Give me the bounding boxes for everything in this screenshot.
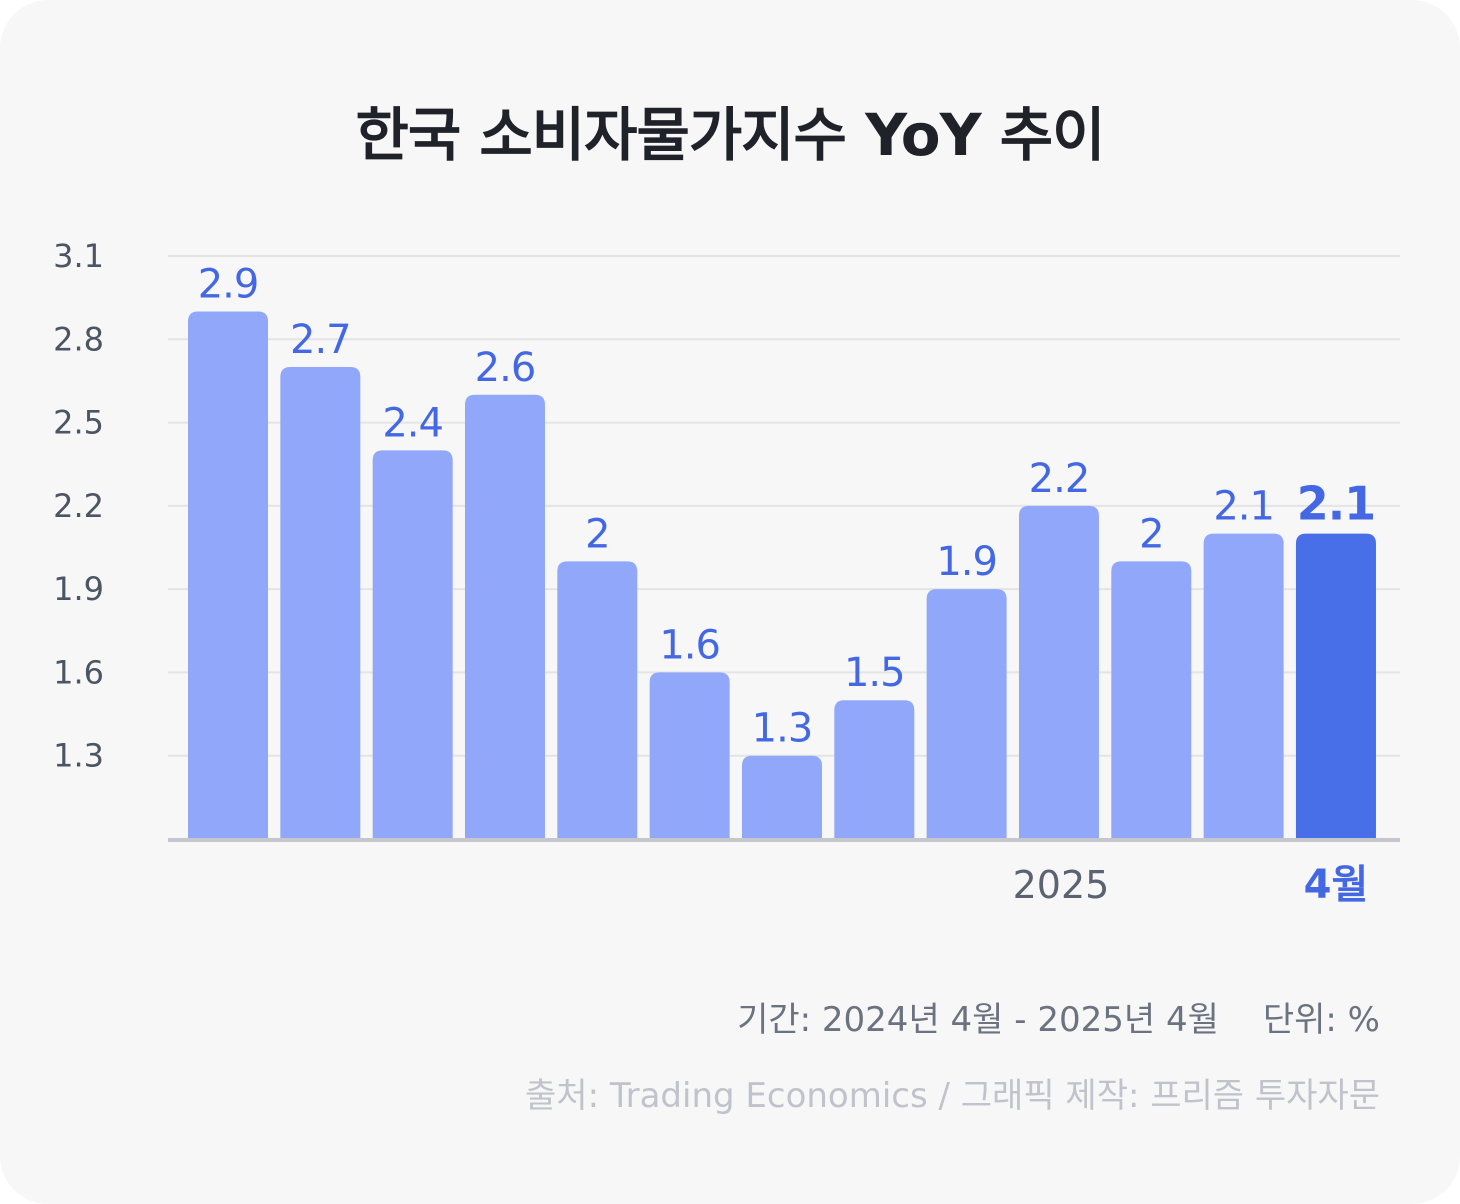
bar [834,700,915,839]
y-tick-label: 1.3 [53,737,104,775]
value-label: 2.1 [1297,477,1376,531]
period-text: 기간: 2024년 4월 - 2025년 4월 [737,1000,1219,1040]
bar [1111,561,1192,839]
y-tick-label: 2.5 [53,404,104,442]
chart-title: 한국 소비자물가지수 YoY 추이 [355,101,1105,169]
bar [372,450,453,839]
bar [1018,505,1099,839]
footer-period-line: 기간: 2024년 4월 - 2025년 4월 단위: % [737,992,1380,1041]
value-label: 2.7 [290,317,351,363]
y-tick-label: 2.2 [53,487,104,525]
y-tick-label: 1.6 [53,653,104,691]
value-label: 2.2 [1029,456,1090,502]
value-label: 1.3 [752,706,813,752]
x-tick-label: 2025 [1013,863,1110,907]
y-tick-label: 1.9 [53,570,104,608]
value-label: 1.5 [844,650,905,696]
value-label: 2 [585,511,609,557]
source-text: 출처: Trading Economics / 그래픽 제작: 프리즘 투자자문 [525,1076,1380,1116]
bar-highlight [1295,533,1376,839]
value-label: 2.6 [475,345,536,391]
value-label: 1.6 [659,622,720,668]
x-tick-label-highlight: 4월 [1304,862,1369,908]
value-label: 2 [1139,511,1163,557]
bar [188,311,268,839]
value-label: 2.9 [198,262,259,308]
bar [926,589,1007,839]
y-tick-label: 2.8 [53,320,104,358]
unit-text: 단위: % [1262,1000,1380,1040]
y-tick-label: 3.1 [53,237,104,275]
value-label: 1.9 [936,539,997,585]
bar [557,561,638,839]
bar [464,394,545,839]
value-label: 2.1 [1213,484,1274,530]
bar [741,755,822,839]
bar [1203,533,1284,839]
bar [280,367,361,839]
bar [649,672,730,839]
value-label: 2.4 [382,400,443,446]
